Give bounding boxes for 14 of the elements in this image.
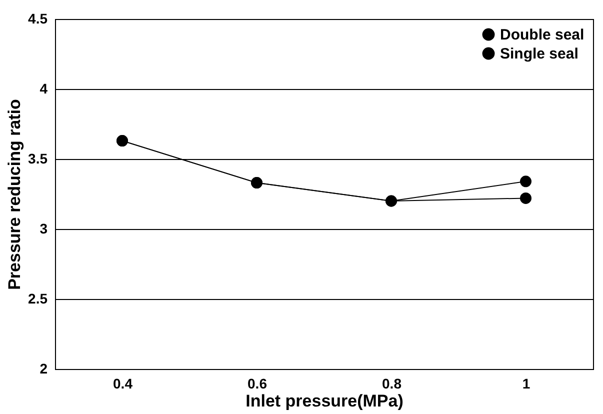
x-tick-label: 0.6 bbox=[248, 376, 268, 392]
y-tick-label: 4.5 bbox=[28, 10, 48, 26]
x-tick-label: 0.4 bbox=[113, 376, 133, 392]
legend-label: Double seal bbox=[500, 26, 584, 44]
y-tick-label: 2.5 bbox=[28, 290, 48, 306]
x-axis-title: Inlet pressure(MPa) bbox=[246, 392, 404, 410]
legend-label: Single seal bbox=[500, 46, 578, 62]
y-tick-label: 3.5 bbox=[28, 150, 48, 166]
y-tick-label: 4 bbox=[40, 80, 48, 96]
x-tick-label: 1 bbox=[522, 376, 530, 392]
y-tick-label: 3 bbox=[40, 220, 48, 236]
x-tick-label: 0.8 bbox=[382, 376, 402, 392]
y-tick-label: 2 bbox=[40, 360, 48, 376]
y-axis-title: Pressure reducing ratio bbox=[5, 99, 24, 290]
